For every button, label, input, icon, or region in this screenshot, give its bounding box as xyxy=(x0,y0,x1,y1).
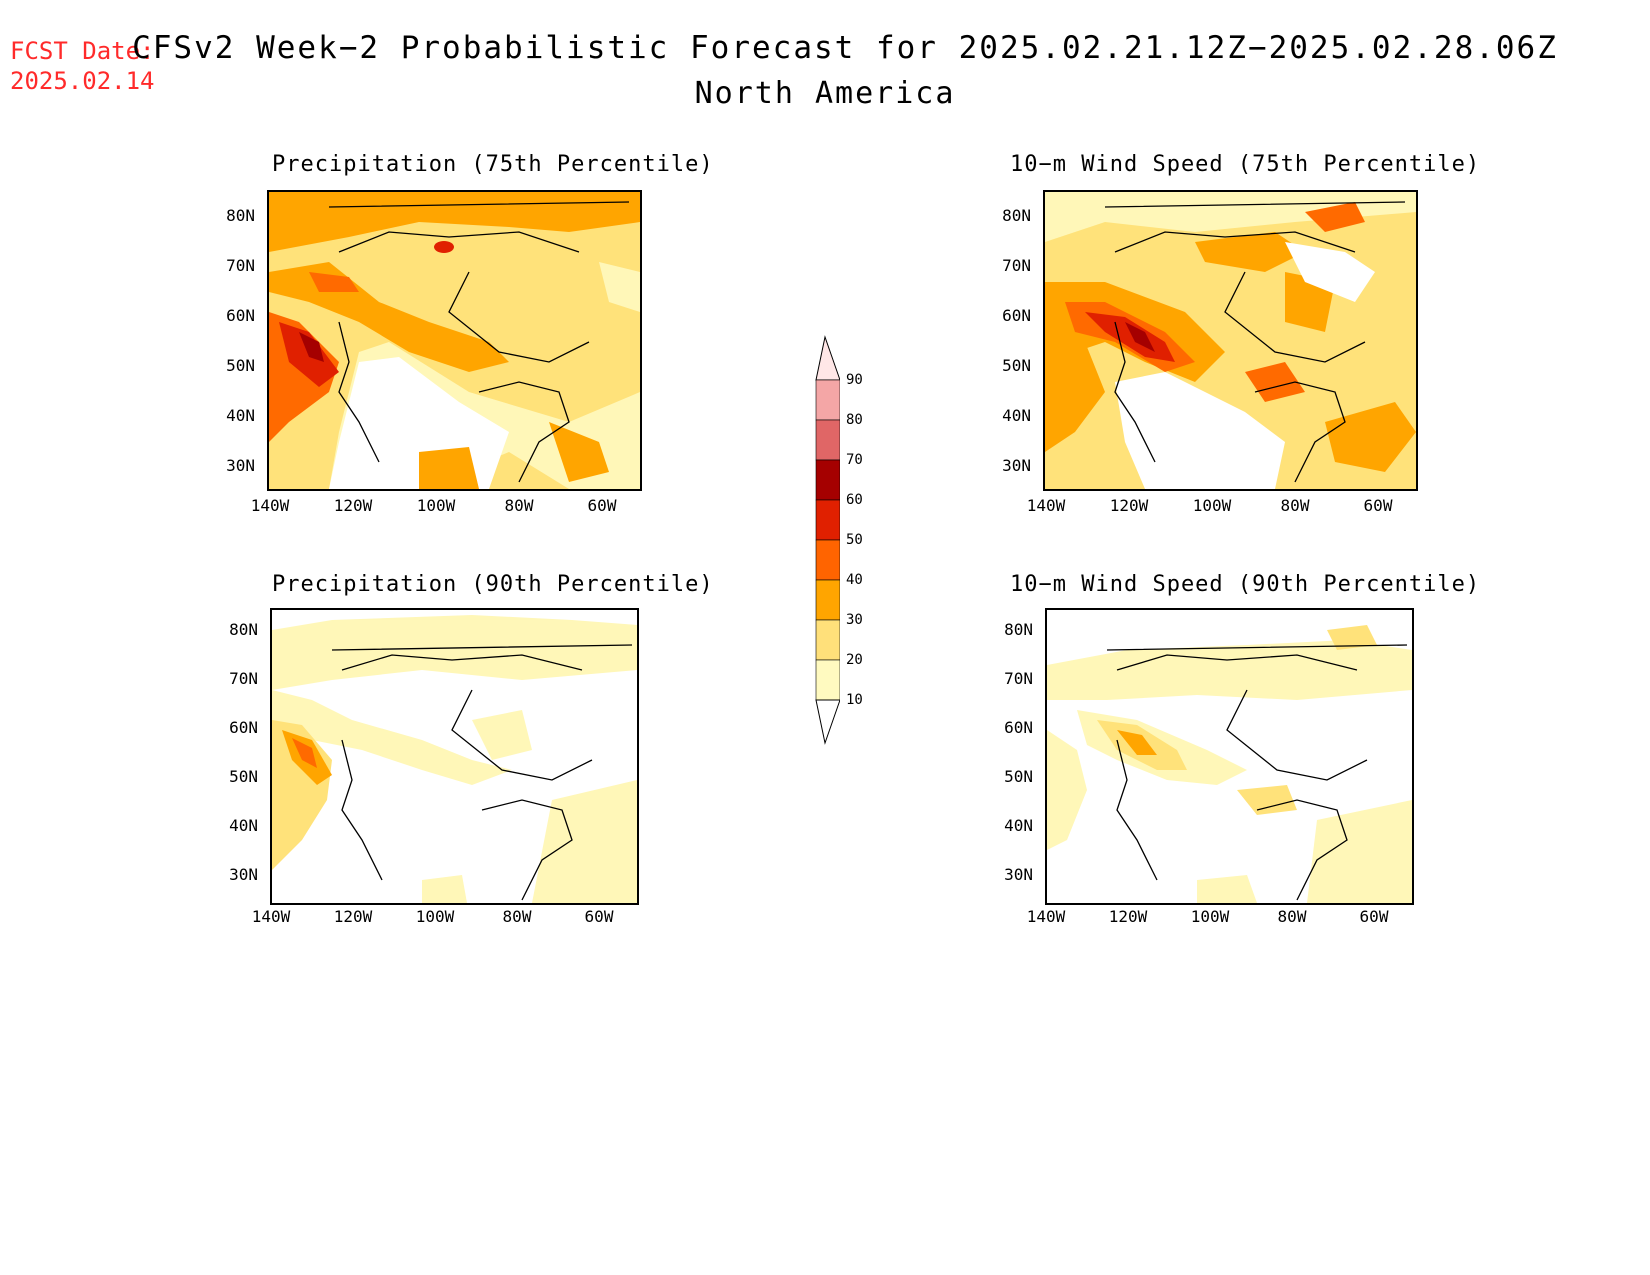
colorbar-swatch-30 xyxy=(815,619,840,661)
lat-label: 30N xyxy=(1004,865,1033,884)
lon-label: 140W xyxy=(1026,907,1066,926)
lat-label: 80N xyxy=(1002,206,1031,225)
colorbar-swatch-90 xyxy=(815,379,840,421)
lat-label: 50N xyxy=(229,767,258,786)
main-title: CFSv2 Week−2 Probabilistic Forecast for … xyxy=(132,30,1558,66)
region-subtitle: North America xyxy=(694,76,956,111)
lat-label: 30N xyxy=(1002,456,1031,475)
lat-label: 70N xyxy=(226,256,255,275)
colorbar-label: 30 xyxy=(846,612,863,628)
colorbar-swatch-20 xyxy=(815,659,840,701)
panel-title: Precipitation (75th Percentile) xyxy=(272,152,714,177)
colorbar-top-triangle xyxy=(815,335,840,381)
precip-75-field xyxy=(269,192,640,489)
lat-label: 80N xyxy=(226,206,255,225)
map-wind-75 xyxy=(1043,190,1418,491)
fcst-date-label: FCST Date: xyxy=(10,37,155,65)
precip-90-field xyxy=(272,610,637,903)
colorbar-label: 80 xyxy=(846,412,863,428)
lat-label: 70N xyxy=(229,669,258,688)
panel-title: 10−m Wind Speed (90th Percentile) xyxy=(1010,572,1481,597)
lon-label: 60W xyxy=(1359,907,1389,926)
lat-label: 40N xyxy=(1002,406,1031,425)
lon-label: 60W xyxy=(1363,496,1393,515)
lon-label: 100W xyxy=(1192,496,1232,515)
colorbar-bottom-triangle xyxy=(815,699,840,745)
lon-label: 100W xyxy=(415,907,455,926)
lat-label: 30N xyxy=(229,865,258,884)
colorbar: 90 80 70 60 50 40 30 20 10 xyxy=(810,335,890,745)
fcst-date-value: 2025.02.14 xyxy=(10,67,155,95)
colorbar-label: 20 xyxy=(846,652,863,668)
lat-label: 60N xyxy=(1002,306,1031,325)
lat-label: 40N xyxy=(226,406,255,425)
colorbar-swatch-40 xyxy=(815,579,840,621)
map-precip-90 xyxy=(270,608,639,905)
lon-label: 80W xyxy=(1280,496,1310,515)
colorbar-swatch-60 xyxy=(815,499,840,541)
wind-90-field xyxy=(1047,610,1412,903)
lon-label: 100W xyxy=(1190,907,1230,926)
lon-label: 80W xyxy=(504,496,534,515)
colorbar-label: 70 xyxy=(846,452,863,468)
colorbar-label: 50 xyxy=(846,532,863,548)
lon-label: 120W xyxy=(1108,907,1148,926)
map-precip-75 xyxy=(267,190,642,491)
lon-label: 120W xyxy=(333,496,373,515)
forecast-date: FCST Date: 2025.02.14 xyxy=(10,36,155,96)
lon-label: 80W xyxy=(502,907,532,926)
lat-label: 70N xyxy=(1004,669,1033,688)
colorbar-label: 40 xyxy=(846,572,863,588)
lat-label: 80N xyxy=(229,620,258,639)
lon-label: 60W xyxy=(587,496,617,515)
lat-label: 50N xyxy=(226,356,255,375)
colorbar-swatch-70 xyxy=(815,459,840,501)
colorbar-swatches xyxy=(815,335,840,745)
lat-label: 50N xyxy=(1002,356,1031,375)
lon-label: 120W xyxy=(1109,496,1149,515)
map-wind-90 xyxy=(1045,608,1414,905)
wind-75-field xyxy=(1045,192,1416,489)
lat-label: 40N xyxy=(229,816,258,835)
lat-label: 30N xyxy=(226,456,255,475)
panel-title: Precipitation (90th Percentile) xyxy=(272,572,714,597)
lat-label: 70N xyxy=(1002,256,1031,275)
colorbar-swatch-50 xyxy=(815,539,840,581)
lat-label: 80N xyxy=(1004,620,1033,639)
lon-label: 100W xyxy=(416,496,456,515)
lon-label: 120W xyxy=(333,907,373,926)
lon-label: 140W xyxy=(1026,496,1066,515)
colorbar-label: 90 xyxy=(846,372,863,388)
colorbar-label: 10 xyxy=(846,692,863,708)
lat-label: 60N xyxy=(1004,718,1033,737)
lat-label: 60N xyxy=(229,718,258,737)
lon-label: 140W xyxy=(250,496,290,515)
lon-label: 60W xyxy=(584,907,614,926)
panel-title: 10−m Wind Speed (75th Percentile) xyxy=(1010,152,1481,177)
lat-label: 60N xyxy=(226,306,255,325)
lat-label: 50N xyxy=(1004,767,1033,786)
lat-label: 40N xyxy=(1004,816,1033,835)
colorbar-label: 60 xyxy=(846,492,863,508)
lon-label: 80W xyxy=(1277,907,1307,926)
colorbar-swatch-80 xyxy=(815,419,840,461)
lon-label: 140W xyxy=(251,907,291,926)
